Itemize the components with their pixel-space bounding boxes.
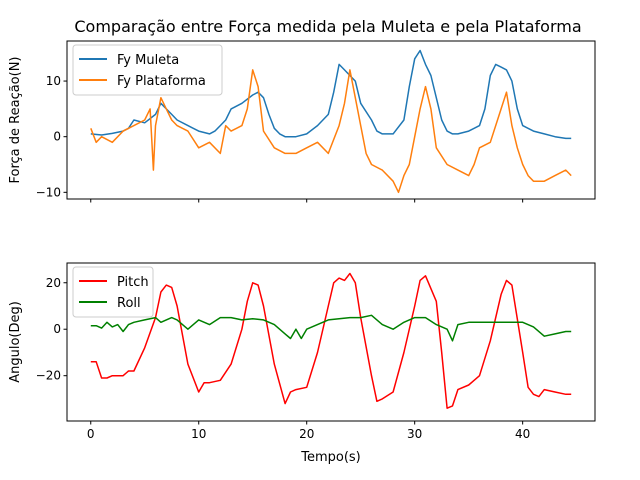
legend-box (72, 44, 223, 96)
legend-label-fy-plataforma: Fy Plataforma (117, 74, 206, 89)
chart-title: Comparação entre Força medida pela Mulet… (74, 17, 581, 36)
angle-series-layer (90, 272, 572, 409)
force-plot-frame (66, 40, 596, 200)
series-line-fy-muleta (90, 49, 572, 140)
time-x-axis-label: Tempo(s) (300, 450, 361, 465)
x-tick-label: 10 (191, 427, 206, 441)
force-series-layer (90, 49, 572, 194)
series-line-pitch (90, 272, 572, 409)
y-tick-label: −10 (36, 185, 61, 199)
y-tick-label: 0 (53, 322, 61, 336)
legend-box (72, 266, 154, 318)
force-axis-ticks: −10 0 10 (36, 74, 524, 203)
y-tick-label: 0 (53, 130, 61, 144)
series-line-fy-plataforma (90, 69, 572, 194)
legend-label-fy-muleta: Fy Muleta (117, 53, 179, 68)
x-tick-label: 20 (299, 427, 314, 441)
angle-y-axis-label: Angulo(Deg) (8, 301, 23, 383)
x-tick-label: 30 (407, 427, 422, 441)
legend-label-roll: Roll (117, 296, 141, 311)
legend-label-pitch: Pitch (117, 275, 149, 290)
force-y-axis-label: Força de Reação(N) (8, 56, 23, 183)
y-tick-label: 20 (46, 276, 61, 290)
angle-legend: Pitch Roll (72, 266, 154, 318)
force-panel: −10 0 10 Força de Reação(N) Fy Muleta Fy Pl… (8, 40, 596, 203)
x-tick-label: 0 (87, 427, 95, 441)
force-legend: Fy Muleta Fy Plataforma (72, 44, 223, 96)
angle-plot-frame (66, 262, 596, 422)
angle-axis-ticks: −20 0 20 0 10 20 30 40 (36, 276, 531, 441)
x-tick-label: 40 (515, 427, 530, 441)
y-tick-label: 10 (46, 74, 61, 88)
series-line-roll (90, 314, 572, 342)
y-tick-label: −20 (36, 369, 61, 383)
angle-panel: −20 0 20 0 10 20 30 40 Angulo(Deg) Tempo(s) Pit… (8, 262, 596, 465)
